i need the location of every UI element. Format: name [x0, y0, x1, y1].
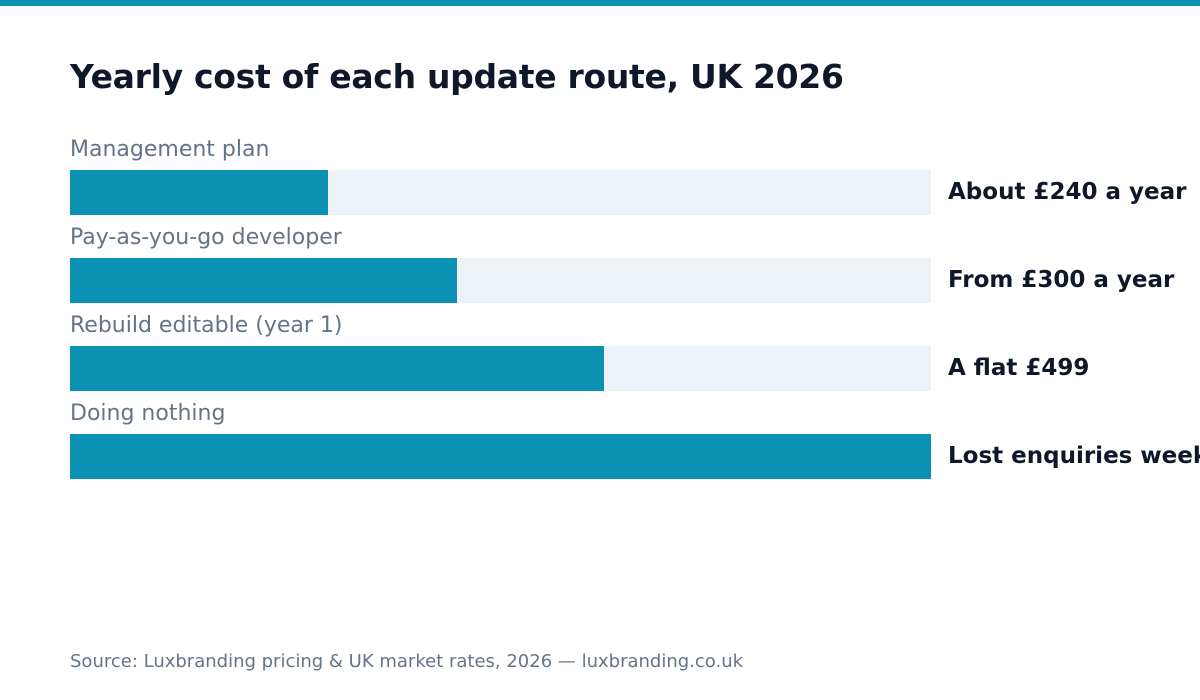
bar-row: Management plan About £240 a year	[0, 135, 1200, 223]
bar-value-label: About £240 a year	[948, 179, 1187, 205]
bar-category-label: Doing nothing	[70, 401, 226, 426]
bar-row: Pay-as-you-go developer From £300 a year	[0, 223, 1200, 311]
bar-track	[70, 170, 931, 215]
bar	[70, 346, 604, 391]
bar-track	[70, 346, 931, 391]
bar-category-label: Management plan	[70, 137, 270, 162]
bar-value-label: A flat £499	[948, 355, 1090, 381]
bar-value-label: Lost enquiries weekly	[948, 443, 1200, 469]
bar-value-label: From £300 a year	[948, 267, 1175, 293]
bar-row: Rebuild editable (year 1) A flat £499	[0, 311, 1200, 399]
bar-category-label: Pay-as-you-go developer	[70, 225, 342, 250]
top-accent-rule	[0, 0, 1200, 6]
source-note: Source: Luxbranding pricing & UK market …	[70, 651, 744, 672]
bar	[70, 258, 457, 303]
bar-track	[70, 258, 931, 303]
bar-track	[70, 434, 931, 479]
bar	[70, 434, 931, 479]
bar	[70, 170, 328, 215]
bar-row: Doing nothing Lost enquiries weekly	[0, 399, 1200, 487]
bar-category-label: Rebuild editable (year 1)	[70, 313, 343, 338]
chart-title: Yearly cost of each update route, UK 202…	[70, 57, 844, 96]
